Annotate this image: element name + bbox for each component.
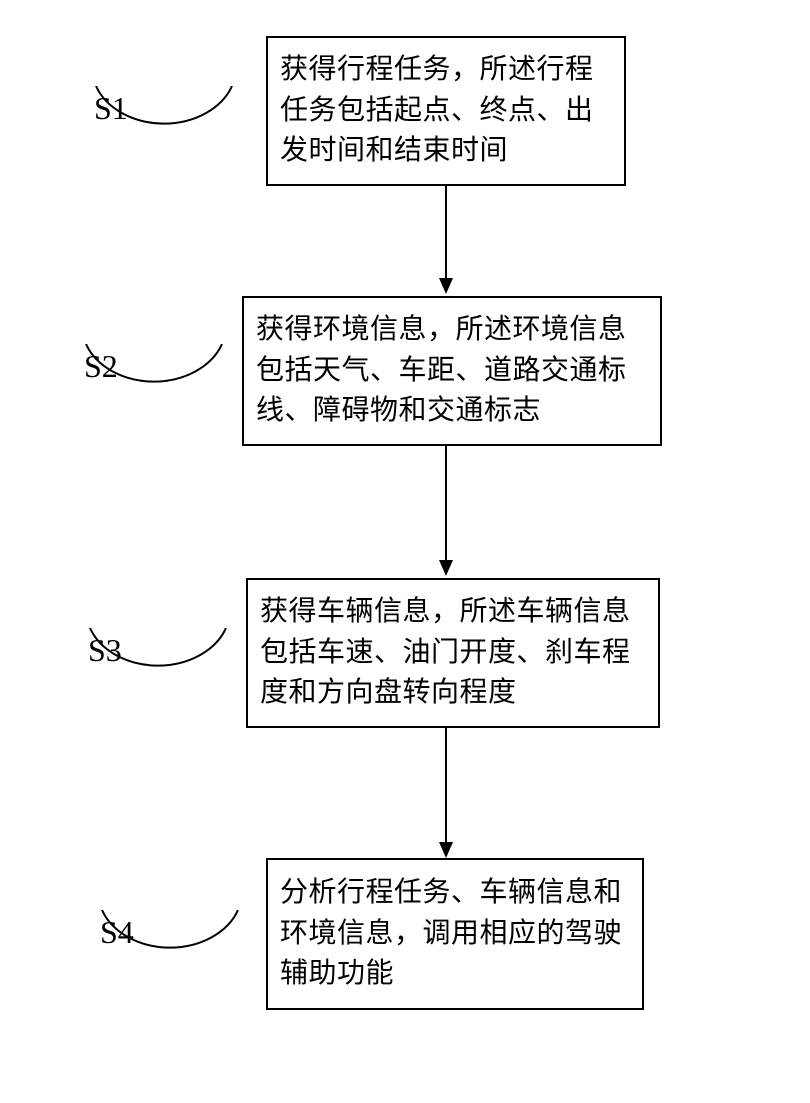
- arc-s2: [64, 344, 244, 434]
- box-s2: 获得环境信息，所述环境信息包括天气、车距、道路交通标线、障碍物和交通标志: [242, 296, 662, 446]
- box-text-s4: 分析行程任务、车辆信息和环境信息，调用相应的驾驶辅助功能: [280, 873, 630, 995]
- box-text-s2: 获得环境信息，所述环境信息包括天气、车距、道路交通标线、障碍物和交通标志: [256, 310, 648, 432]
- box-text-s3: 获得车辆信息，所述车辆信息包括车速、油门开度、刹车程度和方向盘转向程度: [260, 592, 646, 714]
- arc-s4: [80, 910, 260, 1000]
- arrow-s3-s4: [436, 728, 456, 860]
- arc-s1: [74, 86, 254, 176]
- arrow-s2-s3: [436, 446, 456, 578]
- arrow-s1-s2: [436, 186, 456, 296]
- box-s3: 获得车辆信息，所述车辆信息包括车速、油门开度、刹车程度和方向盘转向程度: [246, 578, 660, 728]
- arc-s3: [68, 628, 248, 718]
- box-s1: 获得行程任务，所述行程任务包括起点、终点、出发时间和结束时间: [266, 36, 626, 186]
- box-s4: 分析行程任务、车辆信息和环境信息，调用相应的驾驶辅助功能: [266, 858, 644, 1010]
- box-text-s1: 获得行程任务，所述行程任务包括起点、终点、出发时间和结束时间: [280, 50, 612, 172]
